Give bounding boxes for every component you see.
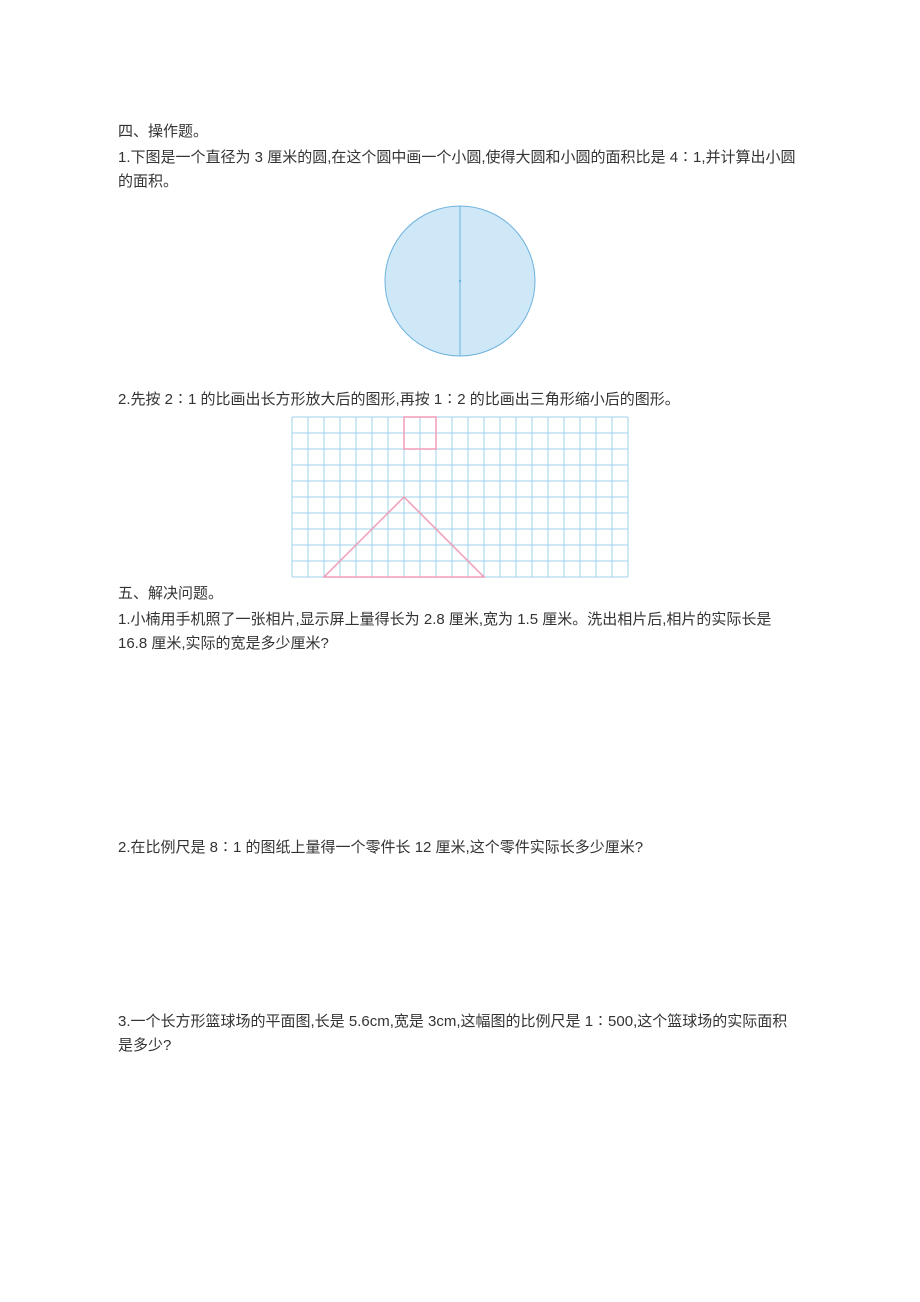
circle-svg <box>383 204 537 358</box>
section4-title: 四、操作题。 <box>118 120 802 144</box>
grid-figure <box>118 416 802 578</box>
circle-figure <box>118 204 802 358</box>
s4-q1-text: 1.下图是一个直径为 3 厘米的圆,在这个圆中画一个小圆,使得大圆和小圆的面积比… <box>118 146 802 194</box>
s5-q2-text: 2.在比例尺是 8∶1 的图纸上量得一个零件长 12 厘米,这个零件实际长多少厘… <box>118 836 802 860</box>
s5-q1-text: 1.小楠用手机照了一张相片,显示屏上量得长为 2.8 厘米,宽为 1.5 厘米。… <box>118 608 802 656</box>
grid-svg <box>291 416 629 578</box>
s5-q3-text: 3.一个长方形篮球场的平面图,长是 5.6cm,宽是 3cm,这幅图的比例尺是 … <box>118 1010 802 1058</box>
s4-q2-text: 2.先按 2∶1 的比画出长方形放大后的图形,再按 1∶2 的比画出三角形缩小后… <box>118 388 802 412</box>
section5-title: 五、解决问题。 <box>118 582 802 606</box>
